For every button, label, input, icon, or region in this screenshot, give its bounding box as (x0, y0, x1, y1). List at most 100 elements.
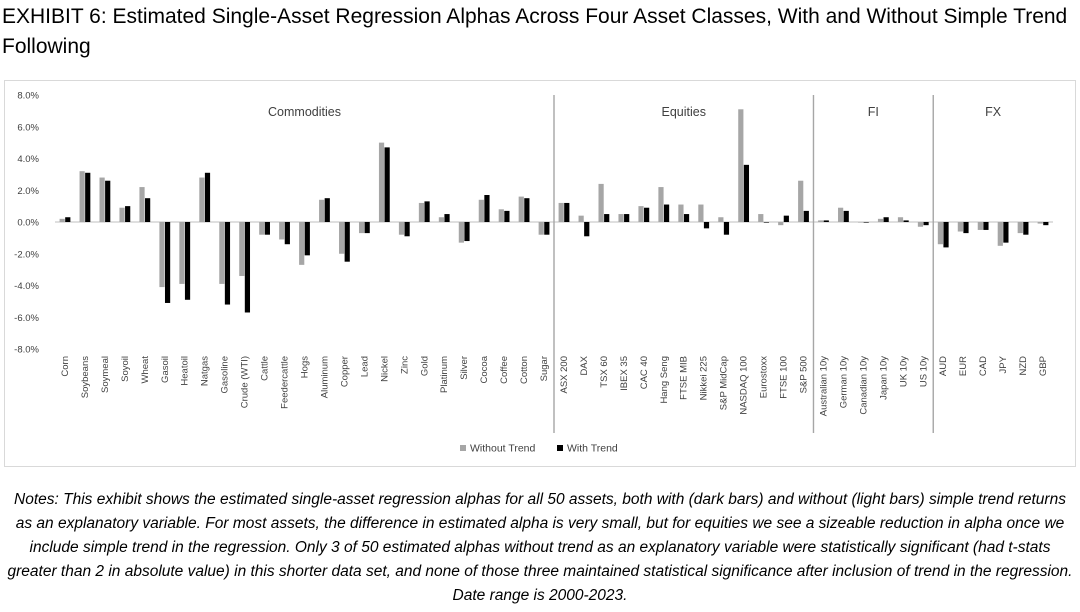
category-label: NZD (1018, 356, 1029, 376)
bar-with-trend (464, 222, 470, 242)
bar-without-trend (279, 222, 285, 240)
bar-without-trend (937, 222, 944, 245)
bar-with-trend (284, 222, 290, 245)
category-label: Silver (459, 356, 470, 380)
group-label: FX (985, 105, 1002, 119)
category-label: S&P MidCap (719, 356, 730, 410)
bar-without-trend (259, 222, 265, 235)
category-label: CAC 40 (639, 356, 650, 389)
bar-with-trend (264, 222, 270, 235)
bar-with-trend (1023, 222, 1029, 235)
category-label: FTSE MIB (679, 356, 690, 400)
category-label: Platinum (439, 356, 450, 393)
category-label: Soybeans (80, 356, 91, 399)
group-label: Commodities (268, 105, 341, 119)
category-label: Canadian 10y (858, 356, 869, 415)
bar-with-trend (105, 180, 111, 222)
bar-without-trend (299, 222, 305, 265)
bar-with-trend (604, 214, 610, 222)
bar-without-trend (99, 177, 105, 222)
bar-with-trend (164, 222, 171, 303)
bar-with-trend (783, 215, 789, 222)
bar-without-trend (1037, 222, 1043, 224)
bar-with-trend (863, 222, 869, 223)
y-tick-label: -6.0% (14, 313, 39, 324)
bar-with-trend (1003, 222, 1009, 243)
bar-with-trend (65, 217, 71, 222)
category-label: EUR (958, 356, 969, 376)
bar-with-trend (404, 222, 410, 237)
y-tick-label: 2.0% (17, 186, 39, 197)
y-tick-label: -8.0% (14, 345, 39, 356)
bar-without-trend (1017, 222, 1023, 234)
bar-without-trend (558, 202, 564, 222)
bar-without-trend (219, 222, 225, 284)
bar-with-trend (204, 172, 211, 222)
category-label: NASDAQ 100 (739, 356, 750, 415)
bar-with-trend (244, 222, 251, 313)
y-tick-label: 8.0% (17, 91, 39, 102)
bar-with-trend (364, 222, 370, 234)
category-label: Feedercattle (280, 356, 291, 409)
bar-without-trend (877, 218, 884, 222)
legend-label: With Trend (567, 443, 618, 455)
bar-without-trend (139, 187, 145, 222)
bar-with-trend (125, 206, 131, 222)
bar-with-trend (644, 207, 650, 222)
category-label: Eurostoxx (759, 356, 770, 398)
bar-with-trend (145, 198, 151, 222)
bar-with-trend (384, 147, 390, 222)
bar-without-trend (678, 204, 684, 222)
bar-with-trend (324, 198, 330, 222)
bar-without-trend (319, 199, 325, 222)
legend-swatch (460, 445, 466, 451)
category-label: Nickel (379, 356, 390, 382)
bar-without-trend (478, 199, 484, 222)
bar-without-trend (698, 204, 704, 222)
bar-with-trend (843, 210, 849, 222)
bar-without-trend (438, 217, 445, 222)
chart-area: 8.0% 6.0% 4.0% 2.0% 0.0% -2.0% -4.0% -6.0% -8.0%… (4, 80, 1076, 467)
bar-without-trend (59, 218, 65, 222)
category-label: S&P 500 (799, 356, 810, 393)
bar-with-trend (504, 210, 510, 222)
bar-without-trend (179, 222, 185, 284)
bar-without-trend (578, 215, 584, 222)
bar-without-trend (658, 187, 664, 222)
category-label: Gasoline (220, 356, 231, 394)
y-tick-label: -2.0% (14, 249, 39, 260)
bar-without-trend (818, 220, 824, 222)
bar-with-trend (703, 222, 710, 229)
bar-without-trend (398, 222, 405, 235)
category-label: Corn (60, 356, 71, 377)
legend-label: Without Trend (470, 443, 536, 455)
bar-with-trend (723, 222, 730, 235)
bar-with-trend (184, 222, 191, 300)
bar-without-trend (119, 207, 125, 222)
bar-with-trend (444, 214, 450, 222)
chart-title: EXHIBIT 6: Estimated Single-Asset Regres… (2, 5, 1068, 58)
category-label: ASX 200 (559, 356, 570, 394)
bar-without-trend (538, 222, 544, 235)
category-label: AUD (938, 356, 949, 376)
bar-with-trend (763, 222, 769, 223)
bar-with-trend (304, 222, 310, 256)
category-label: Gold (419, 356, 430, 376)
bar-without-trend (418, 202, 425, 222)
y-tick-label: 0.0% (17, 218, 39, 229)
bar-without-trend (917, 222, 924, 227)
category-label: Heatoil (180, 356, 191, 386)
category-label: Cotton (519, 356, 530, 384)
bar-with-trend (564, 202, 570, 222)
bar-with-trend (663, 204, 670, 222)
category-label: Crude (WTI) (240, 356, 251, 408)
bar-without-trend (897, 217, 904, 222)
bar-without-trend (838, 207, 844, 222)
category-label: Soymeal (100, 356, 111, 393)
bar-without-trend (758, 214, 764, 222)
bar-with-trend (683, 214, 690, 222)
category-label: US 10y (918, 356, 929, 387)
bar-without-trend (977, 222, 983, 230)
legend-swatch (557, 445, 563, 451)
bar-without-trend (598, 183, 604, 222)
